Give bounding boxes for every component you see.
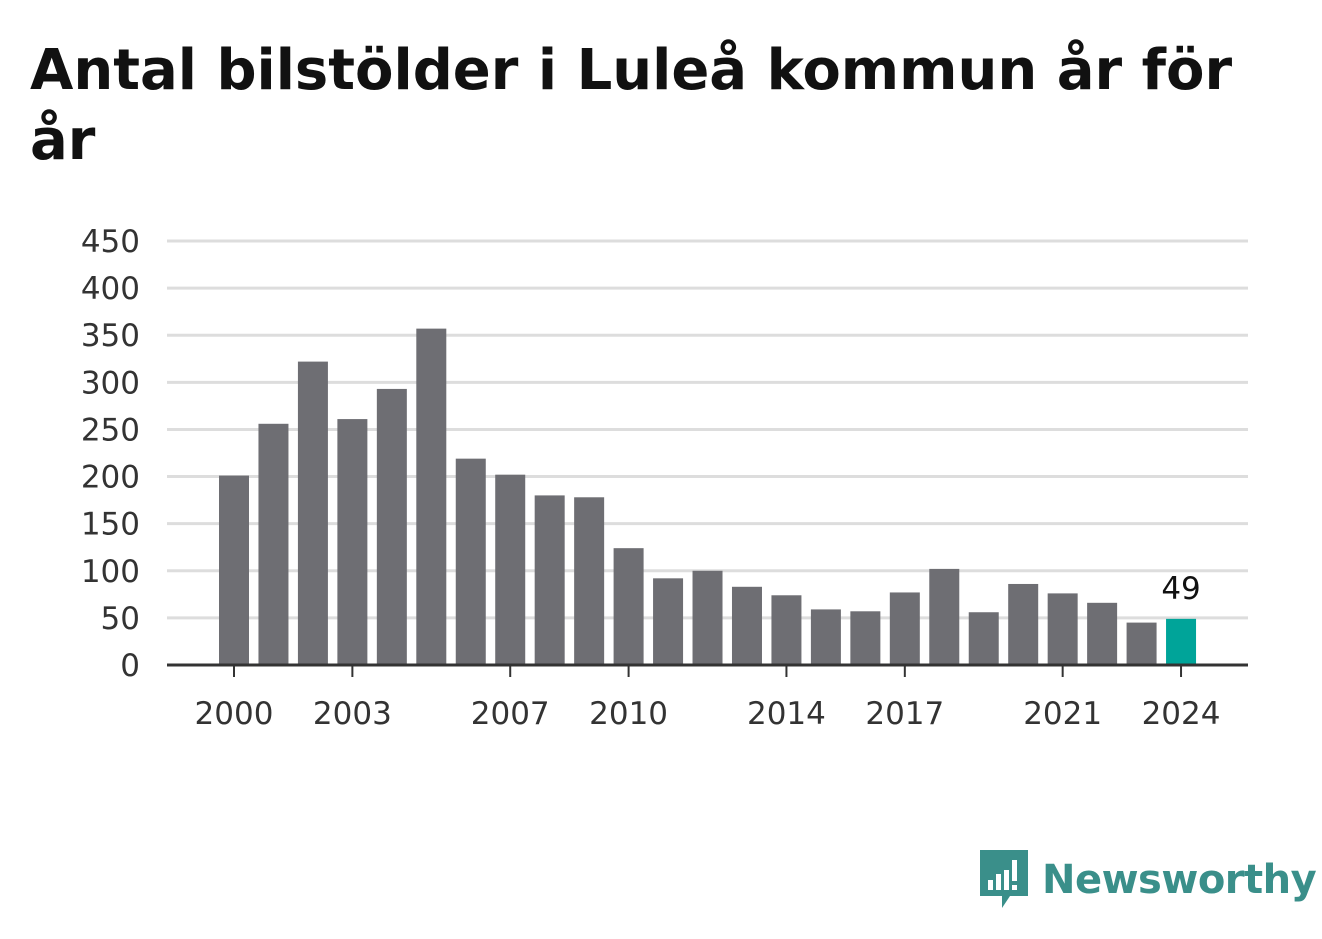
y-tick-label: 300 [81, 365, 140, 401]
brand-logo: Newsworthy [980, 848, 1317, 912]
bar-2005 [416, 328, 447, 665]
bar-2009 [574, 497, 605, 665]
bar-2001 [258, 423, 289, 665]
bar-2015 [810, 609, 841, 665]
bar-2023 [1126, 622, 1157, 665]
bar-2012 [692, 570, 723, 665]
x-tick-label: 2003 [313, 696, 392, 732]
bar-2008 [534, 495, 565, 665]
bars [219, 328, 1197, 665]
brand-name: Newsworthy [1042, 857, 1317, 903]
bar-2006 [455, 458, 486, 665]
y-tick-label: 100 [81, 554, 140, 590]
bar-2017 [889, 592, 920, 665]
x-tick-label: 2024 [1142, 696, 1221, 732]
x-axis-ticks: 2000 2003 2007 2010 2014 2017 2021 2024 [195, 665, 1221, 732]
y-tick-label: 50 [101, 601, 140, 637]
y-tick-label: 150 [81, 507, 140, 543]
x-tick-label: 2021 [1023, 696, 1102, 732]
bar-2002 [297, 361, 328, 665]
data-labels: 49 [1161, 571, 1200, 607]
x-tick-label: 2007 [471, 696, 550, 732]
bar-2007 [495, 474, 526, 665]
y-tick-label: 350 [81, 318, 140, 354]
bar-2016 [850, 611, 881, 665]
y-tick-label: 450 [81, 224, 140, 260]
y-axis-ticks: 0 50 100 150 200 250 300 350 400 450 [81, 224, 140, 684]
y-tick-label: 200 [81, 460, 140, 496]
bar-2010 [613, 548, 644, 665]
y-tick-label: 400 [81, 271, 140, 307]
bar-2004 [376, 388, 407, 665]
bar-2003 [337, 419, 368, 665]
y-tick-label: 0 [120, 648, 140, 684]
bar-2013 [731, 586, 762, 665]
x-tick-label: 2014 [747, 696, 826, 732]
bar-2022 [1087, 602, 1118, 665]
data-label: 49 [1161, 571, 1200, 607]
x-tick-label: 2017 [865, 696, 944, 732]
x-tick-label: 2000 [195, 696, 274, 732]
x-tick-label: 2010 [589, 696, 668, 732]
bar-2014 [771, 595, 802, 665]
bar-2020 [1008, 583, 1039, 665]
gridlines [167, 239, 1248, 620]
bar-2021 [1047, 593, 1078, 665]
bar-2000 [219, 475, 249, 665]
bar-2024 [1166, 618, 1197, 665]
bar-2018 [929, 568, 960, 665]
newsworthy-logo-icon [980, 850, 1028, 908]
chart-title: Antal bilstölder i Luleå kommun år för å… [30, 38, 1233, 173]
bar-chart: 0 50 100 150 200 250 300 350 400 450 2000 2003 2007… [81, 224, 1248, 732]
y-tick-label: 250 [81, 412, 140, 448]
bar-2011 [653, 578, 684, 665]
bar-2019 [968, 612, 999, 665]
